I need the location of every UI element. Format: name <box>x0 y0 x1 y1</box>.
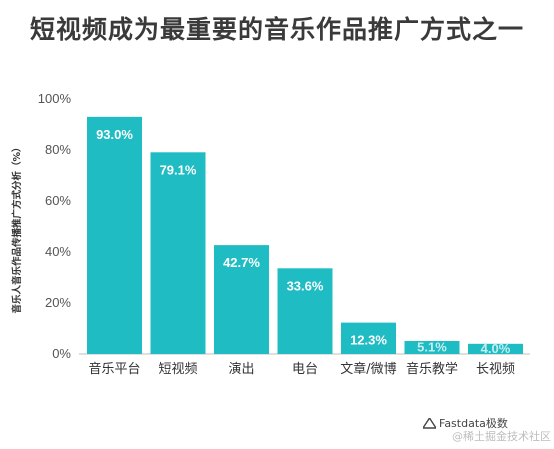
watermark-brand: Fastdata极数 <box>423 415 508 431</box>
bar <box>468 343 523 354</box>
x-category-label: 音乐教学 <box>406 361 458 377</box>
bar <box>87 116 142 354</box>
y-tick-label: 60% <box>45 193 71 208</box>
bar <box>150 152 206 354</box>
y-axis-ticks: 0% 20% 40% 60% 80% 100% <box>38 91 72 361</box>
watermark-community: @稀土掘金技术社区 <box>452 430 551 443</box>
bar-value-label: 33.6% <box>287 278 324 293</box>
bar <box>341 322 396 354</box>
bar-value-label: 79.1% <box>160 162 197 177</box>
x-category-label: 音乐平台 <box>88 361 140 377</box>
bar-value-label: 42.7% <box>223 255 260 270</box>
x-category-label: 长视频 <box>476 362 515 377</box>
bar <box>214 245 269 354</box>
fastdata-logo-icon <box>423 417 436 429</box>
watermark-brand-text: Fastdata极数 <box>439 417 508 430</box>
bar <box>404 340 460 354</box>
y-tick-label: 20% <box>45 295 71 310</box>
y-axis-label: 音乐人音乐作品传播推广方式分析（%） <box>11 142 23 313</box>
x-axis-categories: 音乐平台 短视频 演出 电台 文章/微博 音乐教学 长视频 <box>88 361 515 377</box>
x-category-label: 电台 <box>292 362 318 377</box>
bar-value-label: 5.1% <box>417 339 447 354</box>
y-tick-label: 80% <box>45 142 71 157</box>
bar <box>277 268 333 354</box>
chart-title: 短视频成为最重要的音乐作品推广方式之一 <box>29 15 524 44</box>
x-category-label: 文章/微博 <box>340 361 396 377</box>
x-category-label: 短视频 <box>158 362 197 377</box>
y-tick-label: 40% <box>45 244 71 259</box>
bar-value-label: 4.0% <box>481 341 511 356</box>
y-tick-label: 100% <box>38 91 72 106</box>
bar-value-label: 12.3% <box>350 333 387 348</box>
y-tick-label: 0% <box>52 346 71 361</box>
bar-value-label: 93.0% <box>96 127 133 142</box>
bars: 93.0% 79.1% 42.7% 33.6% 12.3% 5.1% 4.0% <box>87 116 523 356</box>
x-category-label: 演出 <box>228 361 254 377</box>
